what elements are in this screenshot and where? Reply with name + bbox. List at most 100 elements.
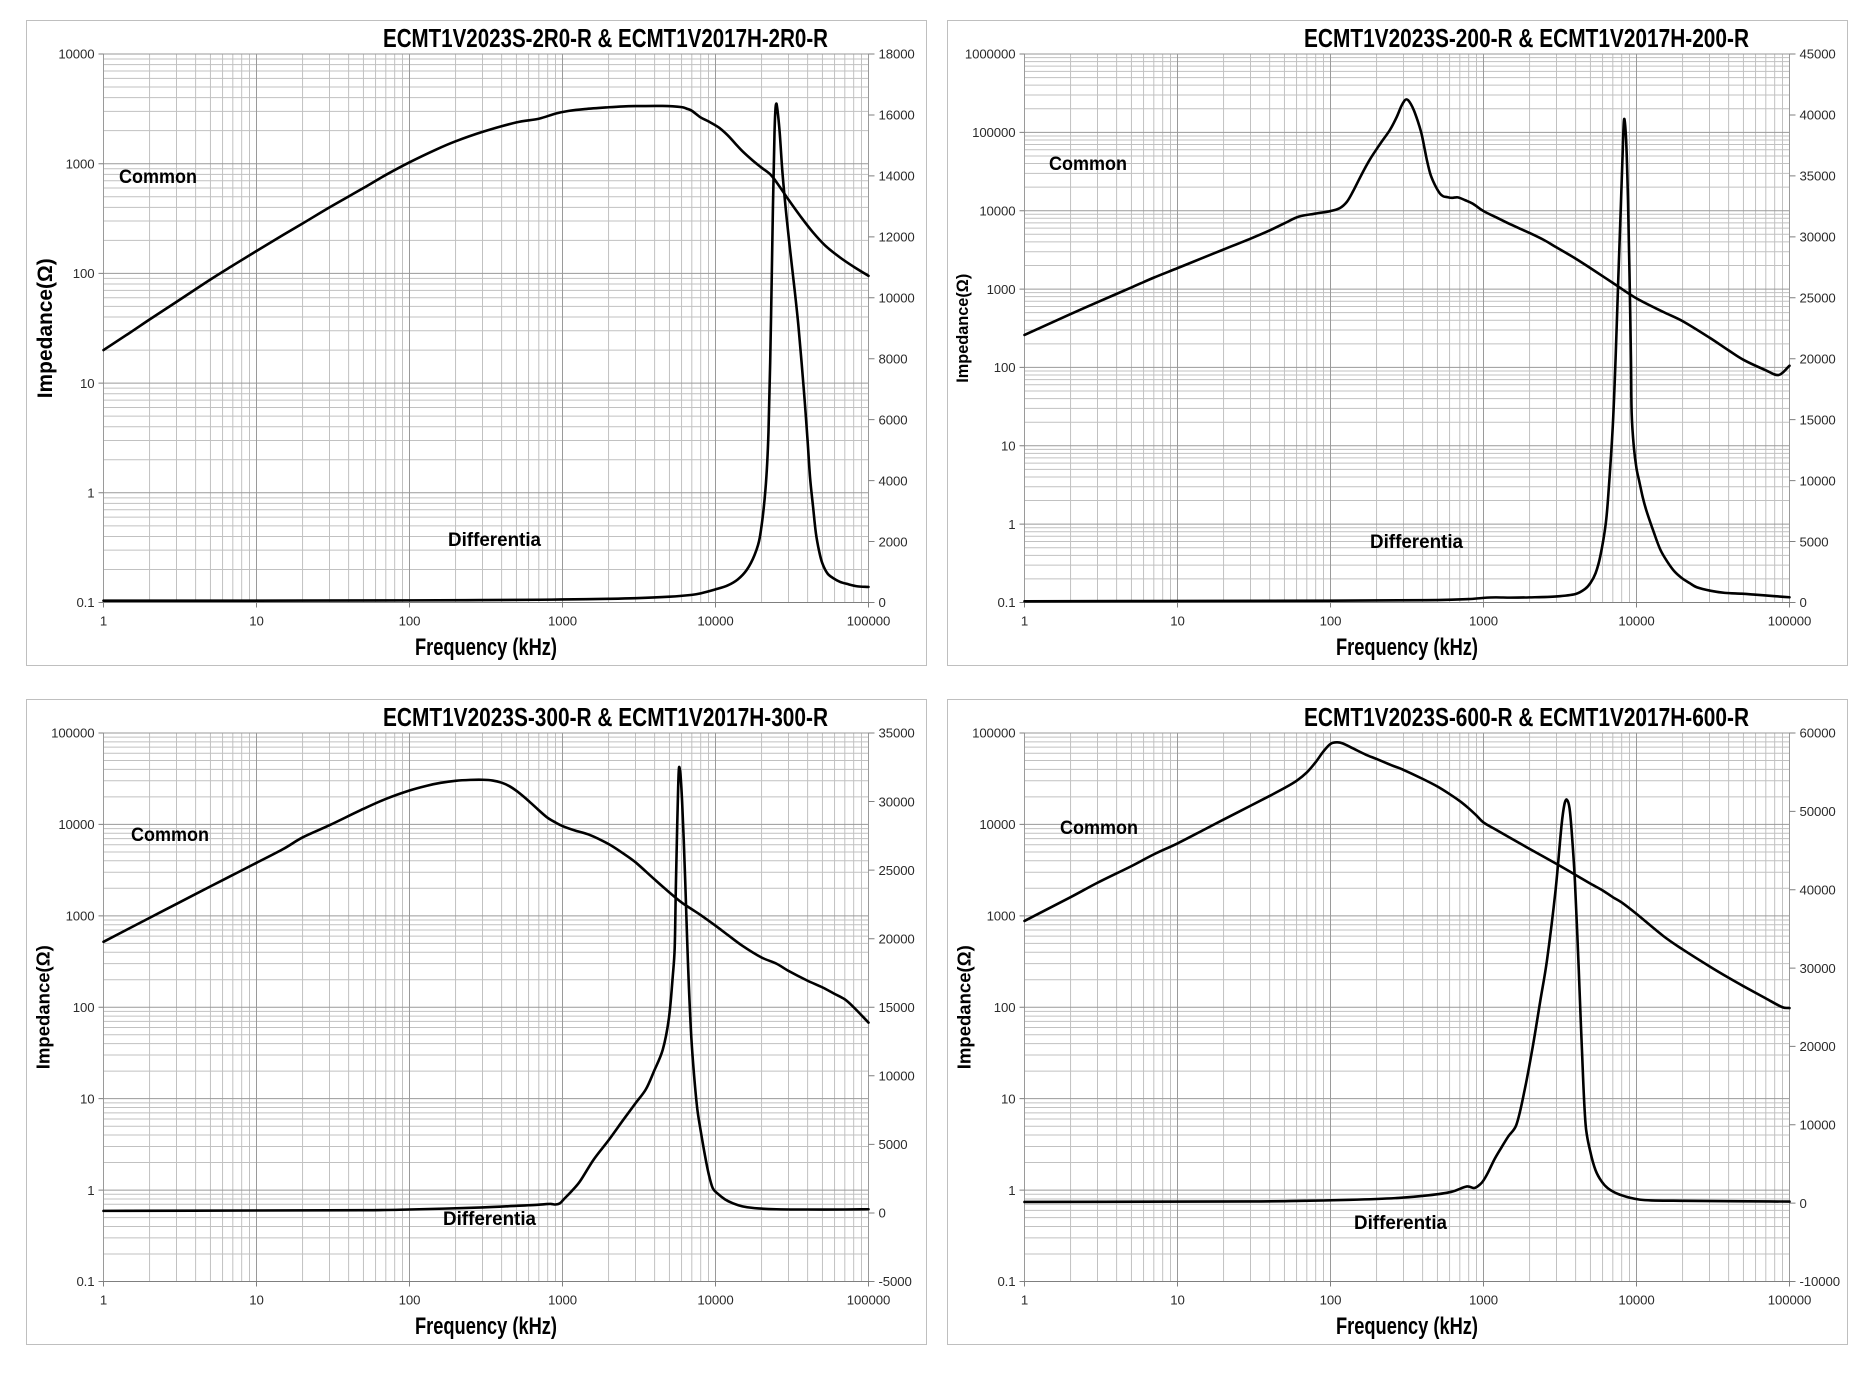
svg-text:20000: 20000	[879, 931, 915, 946]
svg-text:Frequency (kHz): Frequency (kHz)	[1336, 1313, 1478, 1340]
svg-text:1: 1	[1008, 1183, 1015, 1198]
svg-text:1: 1	[1008, 517, 1015, 532]
svg-text:1000: 1000	[987, 282, 1016, 297]
svg-text:Frequency (kHz): Frequency (kHz)	[1336, 634, 1478, 661]
svg-text:15000: 15000	[1800, 412, 1836, 427]
svg-text:20000: 20000	[1800, 1039, 1836, 1054]
svg-text:100: 100	[73, 266, 95, 281]
svg-text:45000: 45000	[1800, 47, 1836, 62]
svg-text:1000: 1000	[1469, 1293, 1498, 1308]
svg-text:1000000: 1000000	[965, 47, 1016, 62]
svg-text:ECMT1V2023S-2R0-R & ECMT1V2017: ECMT1V2023S-2R0-R & ECMT1V2017H-2R0-R	[383, 23, 828, 53]
svg-text:10000: 10000	[979, 817, 1015, 832]
svg-text:10000: 10000	[697, 614, 733, 629]
svg-text:0.1: 0.1	[76, 1274, 94, 1289]
svg-text:12000: 12000	[879, 230, 915, 245]
svg-text:30000: 30000	[879, 794, 915, 809]
svg-text:100000: 100000	[847, 1293, 890, 1308]
svg-text:-5000: -5000	[879, 1274, 912, 1289]
svg-text:0: 0	[879, 595, 886, 610]
svg-text:Impedance(Ω): Impedance(Ω)	[953, 945, 974, 1069]
svg-text:4000: 4000	[879, 473, 908, 488]
svg-text:Frequency (kHz): Frequency (kHz)	[415, 1313, 557, 1340]
svg-text:100: 100	[1320, 614, 1342, 629]
svg-text:10: 10	[1001, 1091, 1015, 1106]
svg-text:100000: 100000	[972, 125, 1015, 140]
svg-text:1000: 1000	[548, 614, 577, 629]
svg-text:100: 100	[399, 1293, 421, 1308]
svg-text:30000: 30000	[1800, 230, 1836, 245]
svg-text:1000: 1000	[1469, 614, 1498, 629]
svg-text:8000: 8000	[879, 351, 908, 366]
svg-text:10: 10	[1001, 438, 1015, 453]
svg-text:18000: 18000	[879, 47, 915, 62]
svg-text:100: 100	[994, 1000, 1016, 1015]
svg-text:10000: 10000	[879, 1069, 915, 1084]
svg-text:10: 10	[249, 614, 263, 629]
svg-text:10: 10	[80, 376, 94, 391]
svg-text:Common: Common	[1060, 817, 1138, 839]
svg-text:10000: 10000	[879, 290, 915, 305]
svg-text:6000: 6000	[879, 412, 908, 427]
svg-text:16000: 16000	[879, 108, 915, 123]
svg-text:10000: 10000	[1800, 473, 1836, 488]
svg-text:20000: 20000	[1800, 351, 1836, 366]
svg-text:Impedance(Ω): Impedance(Ω)	[32, 945, 53, 1069]
svg-text:14000: 14000	[879, 169, 915, 184]
svg-text:40000: 40000	[1800, 882, 1836, 897]
svg-text:100000: 100000	[972, 726, 1015, 741]
svg-text:Impedance(Ω): Impedance(Ω)	[954, 274, 972, 383]
svg-text:10000: 10000	[58, 817, 94, 832]
svg-text:100: 100	[399, 614, 421, 629]
svg-text:1: 1	[1021, 614, 1028, 629]
svg-text:100000: 100000	[847, 614, 890, 629]
svg-text:60000: 60000	[1800, 726, 1836, 741]
svg-text:Differentia: Differentia	[448, 529, 541, 551]
svg-text:10: 10	[249, 1293, 263, 1308]
svg-text:-10000: -10000	[1800, 1274, 1840, 1289]
svg-text:100: 100	[73, 1000, 95, 1015]
svg-text:5000: 5000	[1800, 534, 1829, 549]
svg-text:35000: 35000	[879, 726, 915, 741]
svg-text:25000: 25000	[1800, 290, 1836, 305]
svg-text:1: 1	[87, 486, 94, 501]
svg-text:25000: 25000	[879, 863, 915, 878]
svg-text:100: 100	[1320, 1293, 1342, 1308]
svg-text:100000: 100000	[1768, 1293, 1811, 1308]
svg-text:1000: 1000	[66, 156, 95, 171]
svg-text:ECMT1V2023S-300-R & ECMT1V2017: ECMT1V2023S-300-R & ECMT1V2017H-300-R	[383, 702, 828, 732]
svg-text:10: 10	[1170, 1293, 1184, 1308]
svg-text:ECMT1V2023S-600-R & ECMT1V2017: ECMT1V2023S-600-R & ECMT1V2017H-600-R	[1304, 702, 1749, 732]
svg-text:10000: 10000	[1800, 1117, 1836, 1132]
svg-text:10000: 10000	[58, 47, 94, 62]
svg-text:0.1: 0.1	[76, 595, 94, 610]
svg-text:Common: Common	[1049, 153, 1127, 175]
svg-text:ECMT1V2023S-200-R & ECMT1V2017: ECMT1V2023S-200-R & ECMT1V2017H-200-R	[1304, 23, 1749, 53]
svg-text:1000: 1000	[66, 909, 95, 924]
svg-text:1000: 1000	[548, 1293, 577, 1308]
svg-text:10000: 10000	[1618, 1293, 1654, 1308]
svg-text:Common: Common	[119, 166, 197, 188]
svg-text:40000: 40000	[1800, 108, 1836, 123]
svg-text:0: 0	[1800, 595, 1807, 610]
svg-text:30000: 30000	[1800, 961, 1836, 976]
svg-text:1: 1	[100, 614, 107, 629]
svg-text:1000: 1000	[987, 909, 1016, 924]
svg-text:100000: 100000	[51, 726, 94, 741]
svg-text:Differentia: Differentia	[1370, 531, 1463, 553]
svg-text:1: 1	[87, 1183, 94, 1198]
svg-text:0: 0	[1800, 1196, 1807, 1211]
svg-text:0.1: 0.1	[997, 595, 1015, 610]
svg-text:10: 10	[80, 1091, 94, 1106]
svg-text:35000: 35000	[1800, 169, 1836, 184]
svg-text:10000: 10000	[697, 1293, 733, 1308]
svg-text:50000: 50000	[1800, 804, 1836, 819]
svg-text:0.1: 0.1	[997, 1274, 1015, 1289]
svg-text:Differentia: Differentia	[1354, 1212, 1447, 1234]
svg-text:10000: 10000	[979, 203, 1015, 218]
svg-text:Frequency (kHz): Frequency (kHz)	[415, 634, 557, 661]
svg-text:1: 1	[1021, 1293, 1028, 1308]
svg-text:1: 1	[100, 1293, 107, 1308]
svg-text:Impedance(Ω): Impedance(Ω)	[34, 258, 57, 398]
svg-text:Differentia: Differentia	[443, 1208, 536, 1230]
